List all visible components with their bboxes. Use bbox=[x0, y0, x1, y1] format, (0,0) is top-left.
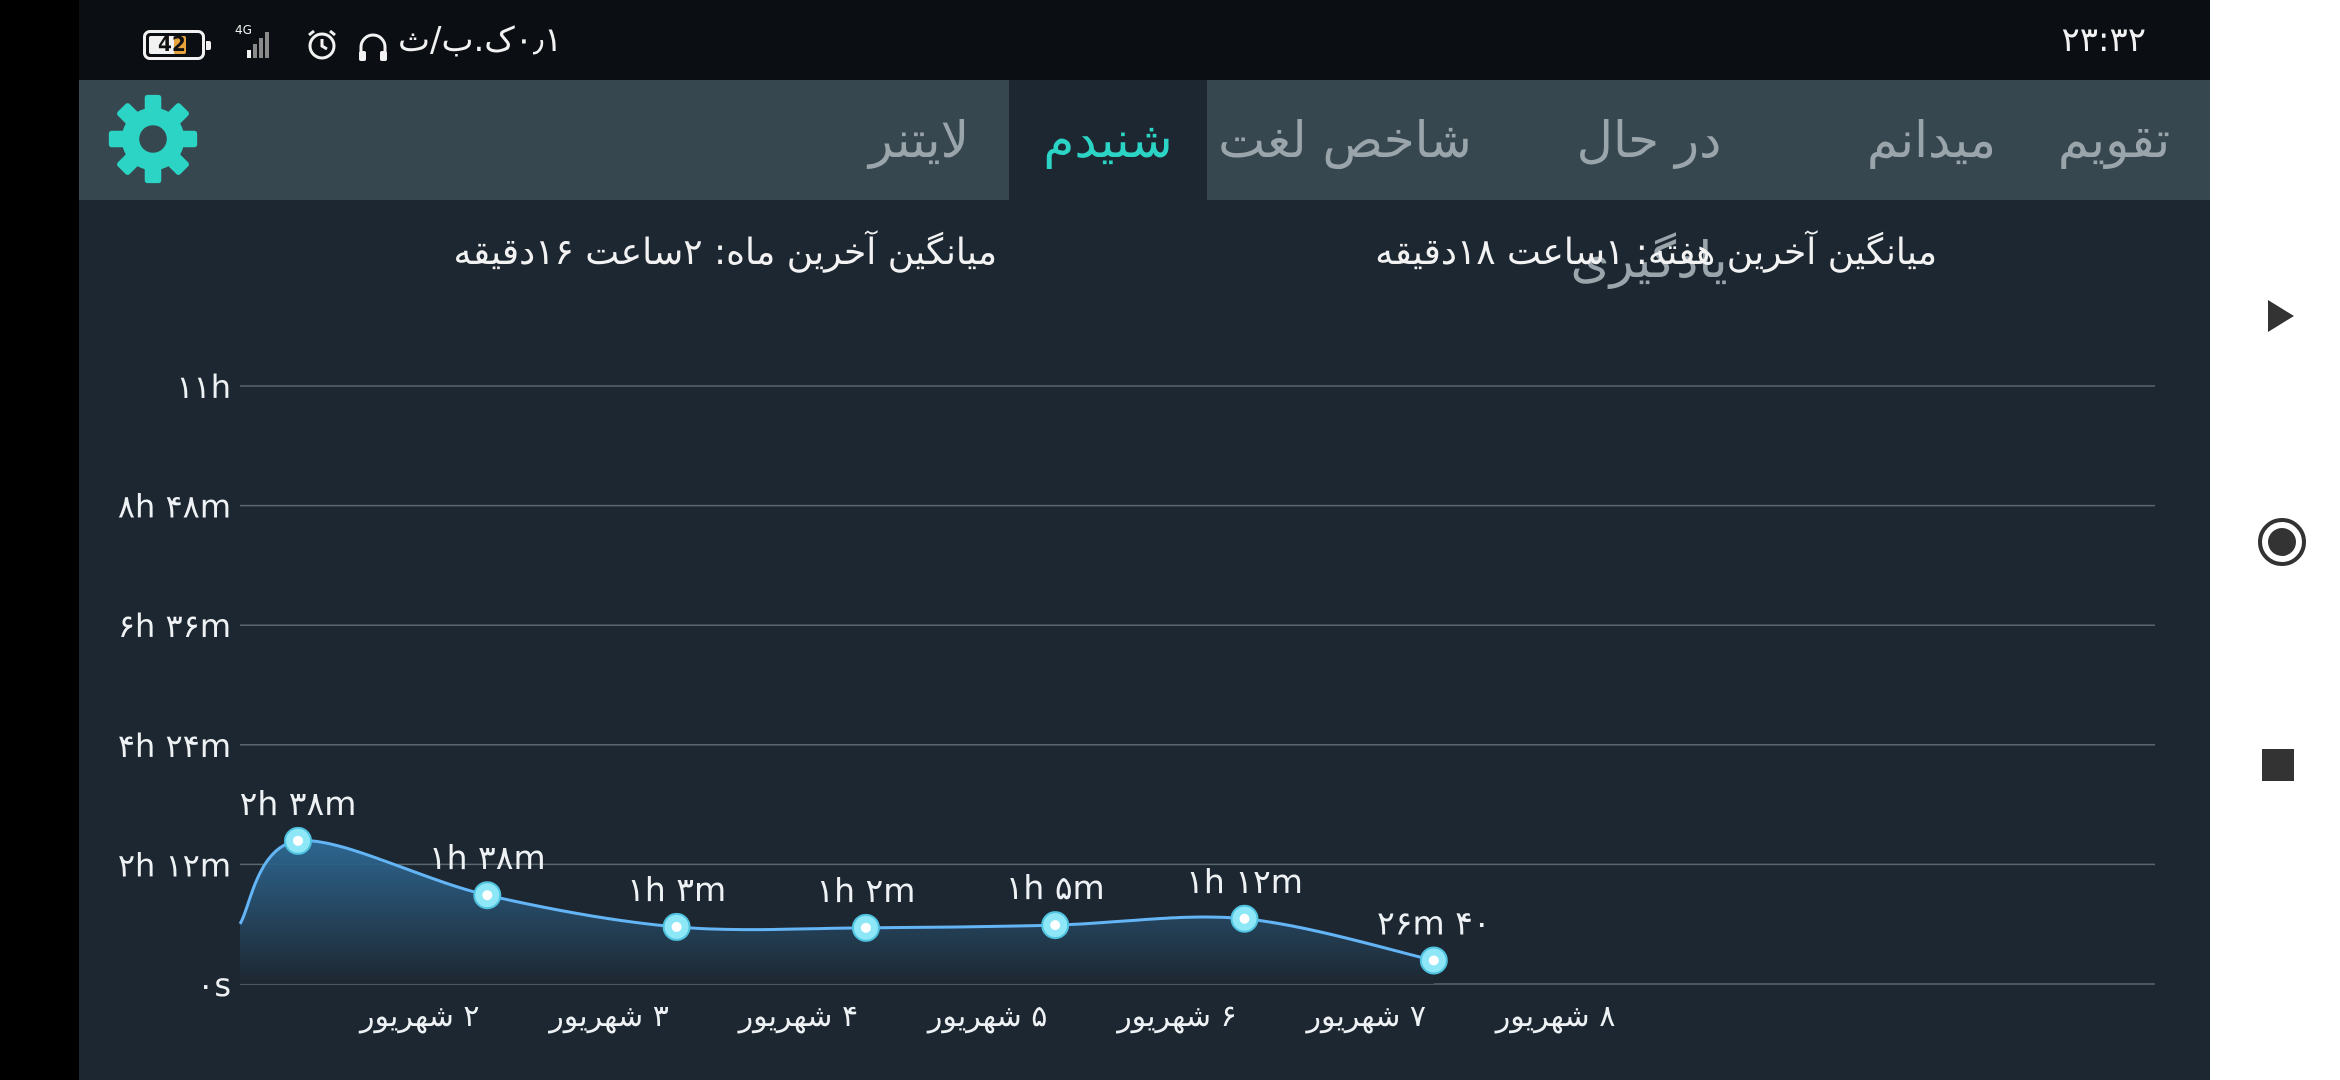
series-line bbox=[238, 839, 1435, 962]
y-tick-label: ۱۱h bbox=[176, 368, 231, 406]
data-label: ۱h ۵m bbox=[1006, 868, 1105, 907]
monthly-average: میانگین آخرین ماه: ۲ساعت ۱۶دقیقه bbox=[453, 232, 997, 273]
x-tick-label: ۸ شهریور bbox=[1494, 999, 1616, 1034]
tab-learning[interactable]: در حال یادگیری bbox=[1570, 111, 1728, 289]
signal-icon: 4G bbox=[235, 23, 269, 58]
network-type: 4G bbox=[235, 23, 252, 37]
y-tick-label: ۸h ۴۸m bbox=[118, 488, 231, 526]
data-label: ۲h ۳۸m bbox=[240, 784, 357, 823]
x-tick-label: ۲ شهریور bbox=[358, 999, 480, 1034]
data-point-center bbox=[1239, 913, 1250, 924]
x-tick-label: ۳ شهریور bbox=[547, 999, 669, 1034]
x-tick-label: ۶ شهریور bbox=[1115, 999, 1237, 1034]
data-label: ۱h ۳m bbox=[627, 870, 726, 909]
weekly-average: میانگین آخرین هفته: ۱ساعت ۱۸دقیقه bbox=[1375, 232, 1937, 273]
listening-time-chart: ۰s ۲h ۱۲m ۴h ۲۴m ۶h ۳۶m ۸h ۴۸m ۱۱h ۲h ۳۸m ۲ شهر… bbox=[118, 368, 2155, 1034]
data-label: ۱h ۲m bbox=[816, 871, 915, 910]
y-tick-label: ۶h ۳۶m bbox=[118, 607, 231, 645]
chart-labels: ۰s ۲h ۱۲m ۴h ۲۴m ۶h ۳۶m ۸h ۴۸m ۱۱h ۲h ۳۸m ۲ شهر… bbox=[118, 368, 1616, 1034]
data-point-center bbox=[1428, 955, 1439, 966]
tab-know[interactable]: میدانم bbox=[1866, 111, 1997, 169]
tab-calendar[interactable]: تقویم bbox=[2057, 111, 2171, 169]
tab-leitner[interactable]: لایتنر bbox=[868, 111, 970, 169]
alarm-icon bbox=[308, 29, 336, 60]
status-bar: 42 4G ۰٫۱ک.ب/ث ۲۳:۳۲ bbox=[79, 0, 2210, 80]
chart-area bbox=[238, 839, 1435, 984]
y-tick-label: ۲h ۱۲m bbox=[118, 846, 231, 884]
area-fill bbox=[240, 840, 1434, 984]
data-label: ۱h ۱۲m bbox=[1186, 862, 1303, 901]
x-tick-label: ۷ شهریور bbox=[1305, 999, 1427, 1034]
data-point-center bbox=[671, 921, 682, 932]
headphones-icon bbox=[359, 33, 387, 61]
gear-icon[interactable] bbox=[107, 93, 199, 185]
square-icon[interactable] bbox=[2258, 745, 2298, 785]
battery-level: 42 bbox=[158, 32, 186, 56]
y-tick-label: ۴h ۲۴m bbox=[118, 727, 231, 765]
data-point-center bbox=[482, 890, 493, 901]
app: 42 4G ۰٫۱ک.ب/ث ۲۳:۳۲ bbox=[79, 0, 2210, 1080]
tab-bar: تقویم میدانم در حال یادگیری شاخص لغت شنی… bbox=[79, 80, 2210, 289]
navigation-bar bbox=[2210, 0, 2340, 1080]
data-label: ۱h ۳۸m bbox=[429, 838, 546, 877]
tab-word-index[interactable]: شاخص لغت bbox=[1218, 111, 1472, 169]
record-circle-icon[interactable] bbox=[2256, 516, 2308, 568]
x-tick-label: ۵ شهریور bbox=[926, 999, 1048, 1034]
data-point-center bbox=[860, 922, 871, 933]
x-tick-label: ۴ شهریور bbox=[737, 999, 859, 1034]
tab-heard[interactable]: شنیدم bbox=[1009, 80, 1207, 200]
data-point-center bbox=[1050, 920, 1061, 931]
y-tick-label: ۰s bbox=[197, 966, 231, 1004]
network-speed: ۰٫۱ک.ب/ث bbox=[398, 20, 563, 60]
play-triangle-icon[interactable] bbox=[2260, 296, 2300, 336]
clock: ۲۳:۳۲ bbox=[2061, 20, 2146, 60]
data-label: ۲۶m ۴۰ bbox=[1377, 903, 1491, 942]
battery-icon: 42 bbox=[143, 30, 211, 60]
data-point-center bbox=[293, 835, 303, 846]
chart-points bbox=[284, 826, 1448, 975]
